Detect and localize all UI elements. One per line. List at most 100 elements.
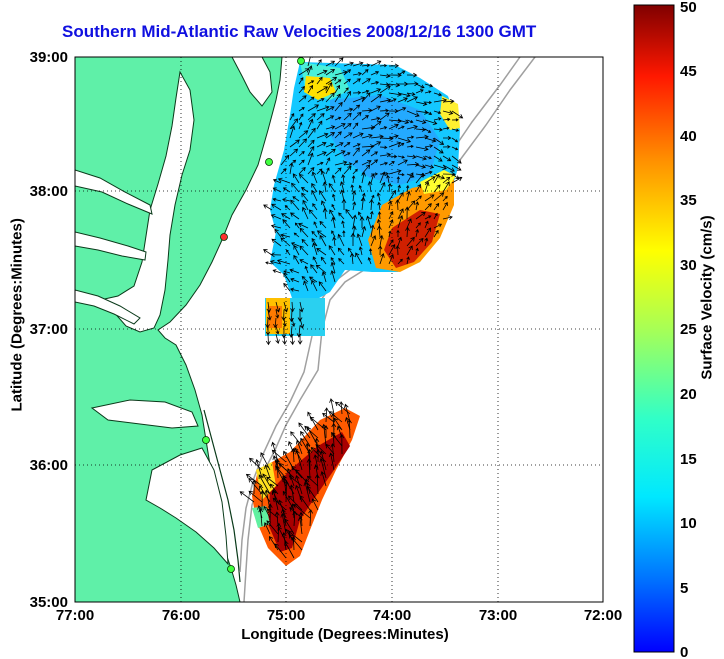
velocity-arrow	[307, 80, 315, 85]
velocity-arrow	[270, 214, 282, 220]
velocity-arrow	[451, 173, 460, 180]
velocity-arrow	[334, 57, 344, 67]
velocity-arrow	[415, 247, 419, 256]
velocity-arrow	[406, 119, 414, 124]
velocity-arrow	[307, 113, 316, 121]
velocity-arrow	[339, 181, 345, 193]
lon-tick-label: 76:00	[162, 607, 200, 624]
velocity-arrow	[369, 248, 373, 256]
velocity-arrow	[299, 317, 305, 329]
lat-tick-label: 36:00	[30, 457, 68, 474]
colorbar-label: Surface Velocity (cm/s)	[698, 215, 716, 380]
velocity-arrow	[293, 244, 300, 256]
velocity-arrow	[424, 170, 433, 175]
velocity-arrow	[352, 122, 359, 130]
velocity-arrow	[322, 207, 328, 220]
velocity-arrow	[329, 398, 335, 415]
velocity-arrow	[343, 90, 351, 103]
velocity-arrow	[270, 252, 282, 258]
velocity-arrow	[343, 69, 352, 76]
velocity-arrow	[334, 167, 342, 175]
velocity-arrow	[301, 276, 309, 283]
velocity-arrow	[343, 112, 352, 121]
velocity-arrow	[290, 431, 303, 447]
velocity-arrow	[263, 204, 273, 211]
velocity-arrow	[379, 73, 391, 79]
velocity-arrow	[290, 333, 295, 346]
velocity-arrow	[319, 450, 327, 471]
velocity-arrow	[424, 100, 432, 105]
velocity-arrow	[397, 137, 412, 144]
velocity-arrow	[288, 530, 303, 543]
velocity-arrow	[316, 98, 325, 103]
velocity-arrow	[388, 154, 398, 159]
velocity-arrow	[315, 444, 327, 455]
velocity-arrow	[337, 247, 345, 256]
velocity-arrow	[289, 139, 300, 148]
velocity-arrow	[284, 205, 291, 211]
velocity-arrow	[288, 534, 303, 551]
velocity-arrow	[404, 206, 410, 220]
velocity-arrow	[361, 133, 373, 139]
velocity-arrow	[316, 86, 329, 94]
velocity-arrow	[309, 416, 327, 431]
velocity-arrow	[377, 201, 382, 211]
velocity-arrow	[388, 141, 402, 148]
velocity-arrow	[248, 477, 263, 495]
velocity-arrow	[258, 507, 264, 527]
velocity-arrow	[289, 212, 300, 220]
velocity-arrow	[442, 110, 454, 115]
velocity-arrow	[388, 72, 402, 78]
velocity-arrow	[258, 474, 271, 495]
velocity-arrow	[442, 126, 450, 130]
velocity-arrow	[288, 475, 303, 487]
velocity-arrow	[442, 164, 455, 172]
colorbar-tick: 0	[680, 644, 688, 659]
velocity-arrow	[265, 333, 271, 346]
velocity-arrow	[283, 272, 291, 283]
velocity-arrow	[406, 245, 413, 256]
pamlico-sound	[145, 447, 229, 566]
velocity-arrow	[266, 520, 279, 535]
velocity-arrow	[297, 516, 303, 535]
velocity-arrow	[361, 164, 371, 175]
velocity-arrow	[322, 181, 328, 193]
velocity-arrow	[269, 259, 282, 265]
velocity-arrow	[282, 317, 287, 327]
velocity-arrow	[433, 164, 447, 170]
velocity-arrow	[328, 245, 336, 256]
velocity-arrow	[295, 439, 303, 455]
velocity-arrow	[308, 276, 318, 283]
velocity-arrow	[352, 201, 357, 211]
velocity-arrow	[266, 301, 272, 313]
velocity-arrow	[271, 489, 279, 511]
velocity-arrow	[294, 447, 303, 463]
velocity-arrow	[298, 130, 309, 139]
velocity-arrow	[289, 148, 299, 157]
colorbar-tick: 15	[680, 451, 697, 468]
velocity-arrow	[361, 92, 371, 103]
velocity-arrow	[378, 234, 384, 247]
velocity-arrow	[311, 171, 318, 184]
velocity-arrow	[299, 245, 309, 256]
velocity-arrow	[282, 490, 295, 511]
velocity-arrow	[289, 309, 294, 323]
velocity-arrow	[272, 178, 282, 184]
velocity-arrow	[376, 225, 382, 238]
velocity-arrow	[406, 190, 411, 202]
velocity-arrow	[379, 136, 394, 141]
velocity-arrow	[433, 173, 440, 184]
velocity-arrow	[280, 237, 291, 247]
velocity-arrow	[297, 222, 309, 229]
albemarle-sound	[90, 399, 199, 429]
velocity-arrow	[367, 180, 373, 193]
velocity-arrow	[323, 425, 329, 438]
velocity-arrow	[325, 157, 331, 166]
velocity-arrow	[331, 203, 336, 211]
velocity-arrow	[298, 166, 306, 175]
velocity-arrow	[359, 216, 365, 228]
velocity-arrow	[284, 540, 295, 559]
velocity-arrow	[433, 117, 442, 121]
velocity-arrow	[308, 509, 314, 527]
